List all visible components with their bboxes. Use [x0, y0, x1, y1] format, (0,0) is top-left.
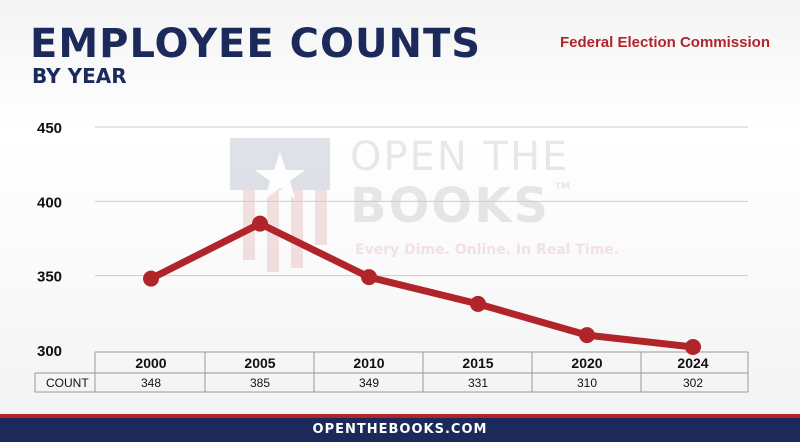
- employee-count-line-chart: 300 350 400 450 COUNT 2000 348 2005 385 2010 349 2…: [34, 120, 749, 393]
- watermark-tagline: Every Dime. Online. In Real Time.: [355, 242, 620, 258]
- open-the-books-watermark: OPEN THE BOOKS TM Every Dime. Online. In…: [225, 130, 619, 280]
- watermark-trademark: TM: [555, 182, 571, 192]
- y-tick-label: 350: [37, 269, 62, 286]
- chart-subtitle: BY YEAR: [32, 64, 127, 88]
- x-tick-label: 2015: [462, 355, 493, 371]
- agency-name: Federal Election Commission: [559, 34, 770, 51]
- data-point: [143, 270, 159, 287]
- y-tick-label: 300: [37, 343, 62, 360]
- x-tick-label: 2010: [353, 355, 384, 371]
- data-point: [252, 215, 268, 232]
- series-line: [147, 220, 697, 351]
- data-table: COUNT 2000 348 2005 385 2010 349 2015 331 2020 310…: [34, 351, 749, 393]
- series-layer: [143, 215, 701, 356]
- data-point: [579, 327, 595, 344]
- data-point: [361, 269, 377, 286]
- x-tick-label: 2020: [571, 355, 602, 371]
- y-tick-label: 400: [37, 194, 62, 211]
- grid-lines: [95, 126, 748, 277]
- data-point: [685, 339, 701, 356]
- y-axis-tick-labels: 300 350 400 450: [37, 120, 62, 360]
- x-tick-label: 2024: [677, 355, 708, 371]
- chart-title: EMPLOYEE COUNTS: [30, 21, 482, 67]
- watermark-line1: OPEN THE: [350, 134, 570, 180]
- footer-website: OPENTHEBOOKS.COM: [0, 418, 800, 442]
- table-cell-value: 348: [141, 376, 161, 390]
- table-cell-value: 310: [577, 376, 597, 390]
- watermark-line2: BOOKS: [350, 178, 550, 234]
- footer-accent-stripe: [0, 414, 800, 418]
- x-tick-label: 2005: [244, 355, 275, 371]
- table-row-label: COUNT: [46, 376, 89, 390]
- y-tick-label: 450: [37, 120, 62, 137]
- shield-logo-icon: [230, 138, 330, 272]
- x-tick-label: 2000: [135, 355, 166, 371]
- data-point: [470, 295, 486, 312]
- table-cell-value: 302: [683, 376, 703, 390]
- table-cell-value: 385: [250, 376, 270, 390]
- table-cell-value: 331: [468, 376, 488, 390]
- table-cell-value: 349: [359, 376, 379, 390]
